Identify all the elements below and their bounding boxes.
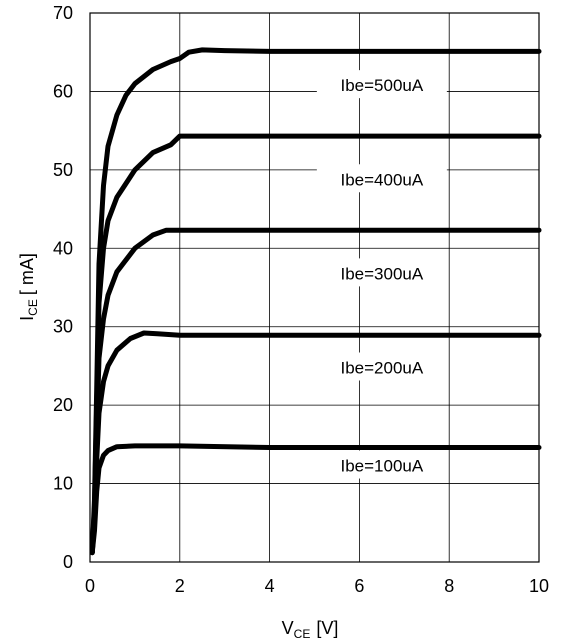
y-tick-label: 10 (53, 474, 73, 494)
curve-label-background (316, 258, 447, 287)
curve-label: Ibe=100uA (340, 457, 423, 476)
y-tick-label: 40 (53, 238, 73, 258)
y-tick-label: 60 (53, 81, 73, 101)
curve-label-background (316, 352, 447, 381)
curve-labels: Ibe=500uA Ibe=400uA Ibe=300uA Ibe=200uA Ibe=… (316, 70, 447, 479)
plot-frame (89, 12, 540, 563)
curve-label: Ibe=500uA (340, 76, 423, 95)
x-axis-label: VCE [V] (282, 618, 339, 641)
series-line (89, 133, 542, 556)
y-axis-label-main: I (17, 316, 37, 321)
y-tick-label: 20 (53, 395, 73, 415)
x-tick-label: 4 (265, 576, 275, 596)
y-axis-label-unit: [ mA] (17, 253, 37, 295)
x-tick-label: 8 (444, 576, 454, 596)
y-tick-label: 70 (53, 3, 73, 23)
curve-label-background (316, 70, 447, 99)
x-axis-label-main: V (282, 618, 294, 638)
y-tick-label: 30 (53, 317, 73, 337)
x-tick-label: 2 (175, 576, 185, 596)
curve-label-background (316, 450, 447, 479)
y-axis-label: ICE [ mA] (17, 253, 40, 321)
series-line (89, 443, 542, 556)
curve-label: Ibe=200uA (340, 358, 423, 377)
curve-label: Ibe=300uA (340, 264, 423, 283)
y-tick-labels: 0 10 20 30 40 50 60 70 (53, 3, 73, 572)
curves (89, 47, 542, 556)
series-line (89, 330, 542, 556)
x-axis-label-sub: CE (294, 627, 311, 641)
y-axis-label-sub: CE (26, 299, 40, 316)
x-tick-labels: 0 2 4 6 8 10 (85, 576, 549, 596)
x-axis-label-unit: [V] (316, 618, 338, 638)
series-line (89, 227, 542, 556)
x-tick-label: 6 (354, 576, 364, 596)
grid (90, 13, 539, 562)
x-tick-label: 0 (85, 576, 95, 596)
y-tick-label: 0 (63, 552, 73, 572)
y-tick-label: 50 (53, 160, 73, 180)
x-tick-label: 10 (529, 576, 549, 596)
series-line (89, 47, 542, 556)
curve-label-background (316, 164, 447, 193)
curve-label: Ibe=400uA (340, 170, 423, 189)
